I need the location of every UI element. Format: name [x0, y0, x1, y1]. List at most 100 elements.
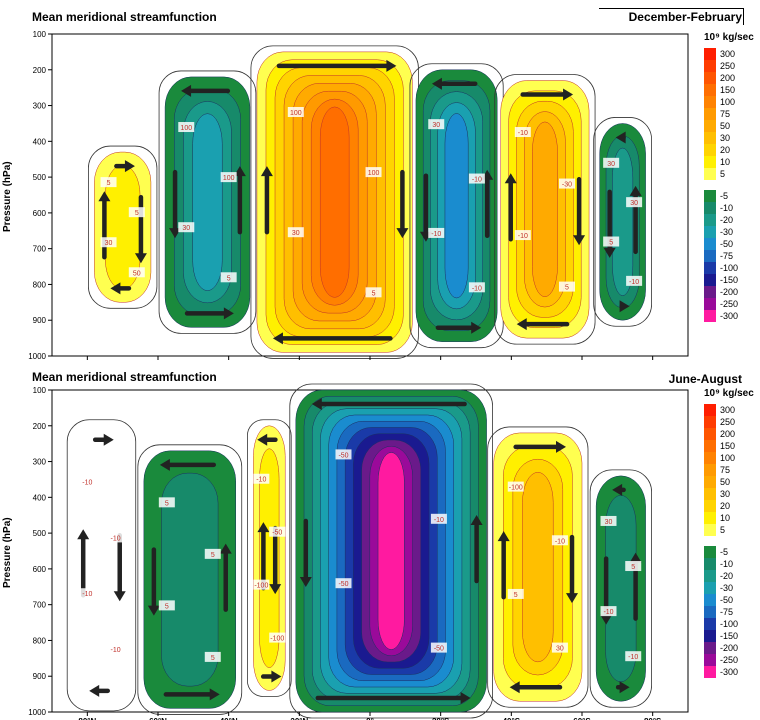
y-tick-label: 300: [33, 102, 47, 111]
contour-level-10: [259, 448, 280, 668]
contour-label-bg: [603, 157, 620, 168]
x-tick-label: 40°N: [220, 717, 238, 720]
legend-swatch: [704, 630, 716, 642]
contour-label: 5: [365, 287, 382, 298]
legend-swatch: [704, 546, 716, 558]
legend-swatch: [704, 570, 716, 582]
legend-swatch: [704, 214, 716, 226]
legend-label: 30: [720, 489, 730, 499]
contour-label-text: -10: [629, 279, 639, 286]
contour-label: -10: [625, 651, 642, 662]
contour-label: 5: [128, 207, 145, 218]
legend-label: 20: [720, 145, 730, 155]
contour-label-bg: [365, 167, 382, 178]
legend-label: 150: [720, 85, 735, 95]
contour-label-text: 5: [211, 655, 215, 662]
contour-label-bg: [287, 227, 304, 238]
contour-label-text: -10: [434, 517, 444, 524]
contour-label-bg: [514, 127, 531, 138]
circulation-arrow-head: [147, 605, 160, 616]
contour-label-text: -10: [603, 609, 613, 616]
legend-label: 300: [720, 405, 735, 415]
contour-label: -50: [335, 449, 352, 460]
contour-label-text: -10: [555, 538, 565, 545]
contour-label-bg: [600, 515, 617, 526]
contour-label-text: 5: [135, 210, 139, 217]
contour-label: -10: [514, 230, 531, 241]
legend-label: -250: [720, 655, 738, 665]
contour-label-bg: [158, 600, 175, 611]
contour-label: 30: [178, 222, 195, 233]
y-tick-label: 800: [33, 636, 47, 645]
contour-label: -50: [335, 578, 352, 589]
x-tick-label: 60°N: [149, 361, 167, 362]
legend-label: 75: [720, 465, 730, 475]
season-frame: [599, 8, 744, 25]
contour-label: 5: [158, 600, 175, 611]
legend-swatch: [704, 84, 716, 96]
circulation-arrow-head: [563, 88, 574, 101]
zero-contour: [487, 426, 589, 708]
legend-swatch: [704, 654, 716, 666]
circulation-arrow-head: [219, 543, 232, 554]
y-tick-label: 900: [33, 672, 47, 681]
legend-label: -75: [720, 607, 733, 617]
legend-swatch: [704, 524, 716, 536]
contour-label: 5: [204, 548, 221, 559]
circulation-arrow-head: [159, 458, 170, 471]
circulation-arrow-head: [386, 59, 397, 72]
x-tick-label: 60°S: [573, 361, 591, 362]
y-tick-label: 100: [33, 386, 47, 395]
circulation-arrow-head: [269, 584, 282, 595]
contour-labels: 5 5 30 50 100 100 30 5 100 100 30 5 30 -10 -10 -10 -10 -3…: [100, 106, 643, 298]
x-tick-label: 80°N: [78, 717, 96, 720]
contour-label-bg: [468, 282, 485, 293]
contour-label: 100: [178, 122, 195, 133]
contour-level-50: [532, 121, 558, 297]
zero-contour: [593, 117, 653, 327]
contour-label: 5: [625, 561, 642, 572]
legend-label: -30: [720, 227, 733, 237]
cell-hadley-south: [409, 63, 504, 349]
circulation-arrow-head: [504, 173, 517, 184]
zero-contour: [137, 444, 243, 715]
legend-label: -300: [720, 311, 738, 321]
y-tick-label: 1000: [28, 708, 46, 717]
x-tick-label: 80°S: [644, 361, 662, 362]
streamfunction-plot-jja: -10 -10 -10 -10 5 5 5 5 -10 -50 -100 -100 -50 -10 -50 -…: [28, 383, 754, 720]
x-tick-label: 40°S: [503, 361, 521, 362]
panel-december-february: Mean meridional streamfunction December-…: [2, 8, 754, 362]
circulation-arrow-head: [573, 235, 586, 246]
circulation-arrow-head: [311, 398, 322, 410]
contour-label: 5: [558, 281, 575, 292]
legend-swatch: [704, 582, 716, 594]
legend-label: 5: [720, 525, 725, 535]
contour-label-text: 30: [556, 646, 564, 653]
contour-label: -10: [79, 588, 96, 599]
contour-label-text: -10: [111, 647, 121, 654]
contour-labels: -10 -10 -10 -10 5 5 5 5 -10 -50 -100 -100 -50 -10 -50 -…: [79, 449, 642, 662]
circulation-arrow-head: [629, 552, 642, 563]
x-tick-label: 20°N: [290, 361, 308, 362]
legend-swatch: [704, 108, 716, 120]
contour-label: 5: [603, 236, 620, 247]
circulation-arrow-head: [271, 670, 282, 683]
legend-swatch: [704, 202, 716, 214]
legend-swatch: [704, 464, 716, 476]
contour-label-bg: [107, 532, 124, 543]
legend-swatch: [704, 452, 716, 464]
circulation-arrow-head: [460, 692, 471, 704]
legend-label: 200: [720, 73, 735, 83]
y-tick-label: 500: [33, 529, 47, 538]
circulation-arrows: [98, 59, 642, 345]
y-tick-label: 500: [33, 173, 47, 182]
contour-label: -100: [507, 481, 524, 492]
cells-layer: [88, 45, 653, 359]
contour-label-bg: [335, 449, 352, 460]
contour-label: 5: [204, 651, 221, 662]
legend-swatch: [704, 488, 716, 500]
cell-polar-north: [66, 419, 137, 712]
contour-label-text: 50: [133, 270, 141, 277]
legend-swatch: [704, 60, 716, 72]
legend-label: -100: [720, 263, 738, 273]
